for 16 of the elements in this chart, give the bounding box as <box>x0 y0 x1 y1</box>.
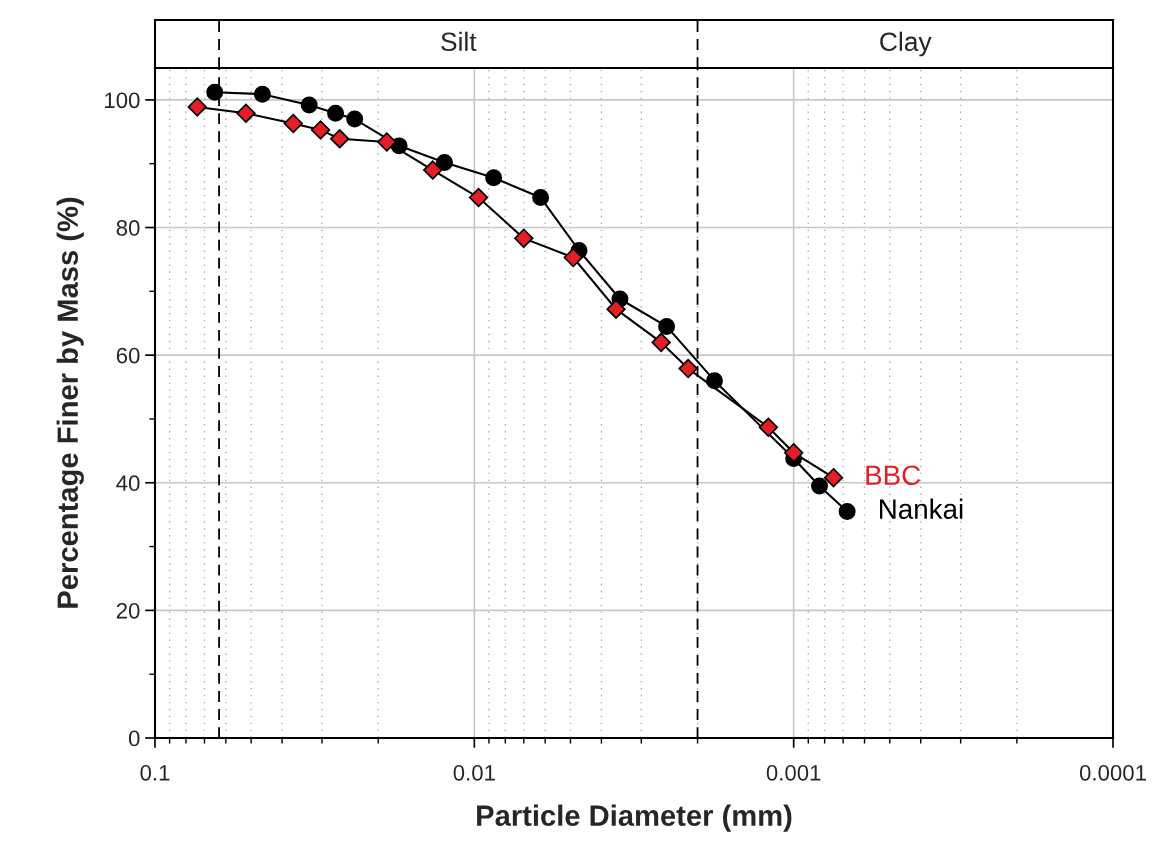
text: Clay <box>880 31 932 57</box>
y-tick-label: 60 <box>116 347 140 364</box>
y-tick-label: 80 <box>116 220 140 236</box>
y-tick-label: 100 <box>105 92 140 109</box>
text: Silt <box>441 31 477 52</box>
x-tick-label: 0.1 <box>140 764 170 781</box>
x-tick-label: 0.01 <box>453 764 495 781</box>
y-tick-label: 20 <box>116 602 140 619</box>
y-tick-label: 0 <box>128 730 140 747</box>
x-tick-label: 0.001 <box>766 764 821 781</box>
series-label: BBC <box>866 465 921 486</box>
y-tick-label: 40 <box>116 475 140 492</box>
series-label: Nankai <box>879 498 963 519</box>
x-axis-title: Particle Diameter (mm) <box>477 804 792 832</box>
y-axis-title: Percentage Finer by Mass (%) <box>56 197 84 608</box>
x-tick-label: 0.0001 <box>1079 764 1146 781</box>
